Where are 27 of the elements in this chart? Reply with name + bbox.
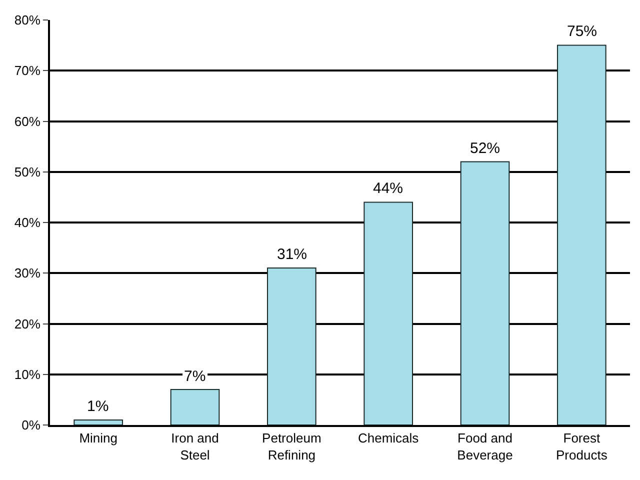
- bar: [170, 389, 220, 425]
- y-tick-label: 10%: [14, 366, 41, 382]
- bar: [364, 202, 413, 425]
- data-label: 52%: [470, 140, 500, 157]
- y-tick-label: 70%: [14, 63, 41, 78]
- y-tick-label: 40%: [14, 215, 41, 230]
- y-tick-label: 80%: [14, 12, 41, 28]
- data-label: 1%: [87, 398, 109, 415]
- bar: [267, 268, 316, 425]
- x-tick-label: Chemicals: [358, 430, 420, 446]
- y-tick-label: 0%: [22, 418, 41, 433]
- data-label: 31%: [277, 246, 308, 263]
- data-label: 75%: [567, 23, 598, 40]
- y-tick-label: 30%: [14, 266, 41, 281]
- x-tick-label: Iron and Steel: [171, 430, 219, 462]
- x-tick-label: Food and Beverage: [457, 430, 513, 462]
- x-tick-label: Petroleum Refining: [262, 430, 322, 462]
- bar: [74, 419, 123, 425]
- bar: [460, 161, 510, 425]
- x-tick-label: Mining: [79, 430, 118, 446]
- y-tick-label: 20%: [14, 316, 41, 332]
- data-label: 44%: [373, 180, 404, 197]
- data-label: 7%: [184, 368, 206, 385]
- y-tick-label: 60%: [14, 114, 41, 129]
- y-tick-label: 50%: [14, 164, 41, 180]
- x-tick-label: Forest Products: [556, 430, 608, 462]
- bar: [557, 44, 606, 425]
